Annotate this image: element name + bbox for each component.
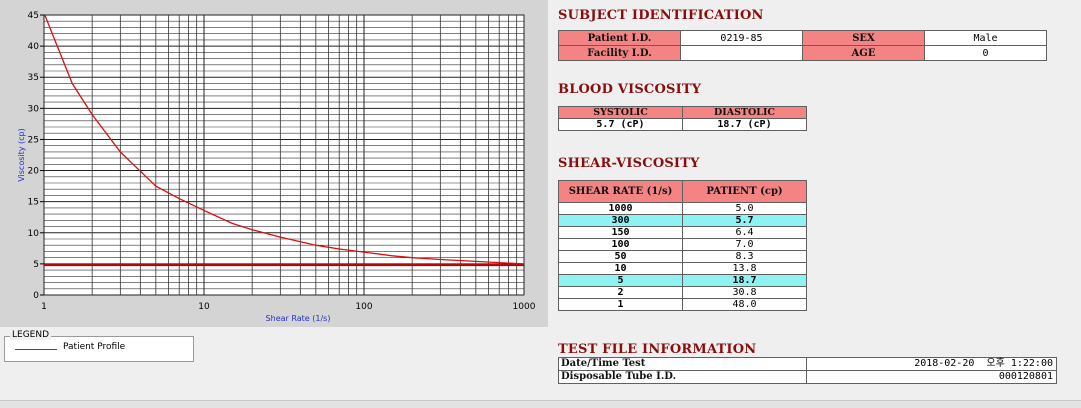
tube-id-label: Disposable Tube I.D. bbox=[558, 370, 807, 384]
systolic-label: SYSTOLIC bbox=[558, 106, 683, 119]
patient-viscosity-cell: 7.0 bbox=[682, 238, 807, 251]
blood-header-row: SYSTOLIC DIASTOLIC bbox=[558, 106, 807, 119]
patient-viscosity-cell: 18.7 bbox=[682, 274, 807, 287]
y-axis-title: Viscosity (cp) bbox=[17, 128, 26, 182]
patient-column-header: PATIENT (cp) bbox=[682, 180, 807, 203]
x-tick-label: 1 bbox=[41, 302, 47, 312]
blood-viscosity-title: BLOOD VISCOSITY bbox=[558, 82, 702, 97]
test-file-information-title: TEST FILE INFORMATION bbox=[558, 342, 757, 357]
viscosity-chart: 0 5 10 15 20 25 30 35 40 45 1 10 100 1000 Shear Rate … bbox=[0, 0, 548, 327]
patient-id-label: Patient I.D. bbox=[558, 30, 681, 46]
patient-viscosity-cell: 6.4 bbox=[682, 226, 807, 239]
shear-row: 1000 5.0 bbox=[558, 202, 807, 215]
y-tick-label: 45 bbox=[28, 11, 39, 21]
test-file-table: Date/Time Test 2018-02-20 오후 1:22:00 Dis… bbox=[558, 357, 1057, 384]
y-tick-label: 40 bbox=[28, 42, 40, 52]
sex-label: SEX bbox=[802, 30, 925, 46]
shear-rate-cell: 10 bbox=[558, 262, 683, 275]
legend-box: LEGEND Patient Profile bbox=[4, 330, 194, 362]
shear-row: 2 30.8 bbox=[558, 286, 807, 299]
blood-value-row: 5.7 (cP) 18.7 (cP) bbox=[558, 118, 807, 131]
shear-row: 5 18.7 bbox=[558, 274, 807, 287]
x-tick-label: 10 bbox=[198, 302, 210, 312]
shear-row: 50 8.3 bbox=[558, 250, 807, 263]
y-tick-label: 25 bbox=[28, 135, 39, 145]
y-tick-label: 5 bbox=[33, 260, 39, 270]
shear-header-row: SHEAR RATE (1/s) PATIENT (cp) bbox=[558, 180, 807, 203]
patient-viscosity-cell: 8.3 bbox=[682, 250, 807, 263]
facility-id-value bbox=[680, 45, 803, 61]
patient-viscosity-cell: 5.0 bbox=[682, 202, 807, 215]
shear-row: 100 7.0 bbox=[558, 238, 807, 251]
shear-row: 10 13.8 bbox=[558, 262, 807, 275]
legend-label-patient-profile: Patient Profile bbox=[63, 342, 126, 352]
shear-rate-cell: 300 bbox=[558, 214, 683, 227]
patient-id-value: 0219-85 bbox=[680, 30, 803, 46]
viscosity-chart-svg: 0 5 10 15 20 25 30 35 40 45 1 10 100 1000 Shear Rate … bbox=[17, 11, 536, 323]
shear-viscosity-table: SHEAR RATE (1/s) PATIENT (cp) 1000 5.0 300… bbox=[558, 180, 807, 311]
subject-identification-title: SUBJECT IDENTIFICATION bbox=[558, 8, 764, 23]
y-tick-label: 30 bbox=[28, 104, 40, 114]
y-tick-label: 0 bbox=[33, 291, 39, 301]
datetime-row: Date/Time Test 2018-02-20 오후 1:22:00 bbox=[558, 357, 1057, 371]
patient-viscosity-cell: 13.8 bbox=[682, 262, 807, 275]
age-value: 0 bbox=[924, 45, 1047, 61]
datetime-label: Date/Time Test bbox=[558, 357, 807, 371]
series-layer bbox=[44, 15, 524, 267]
tick-labels: 0 5 10 15 20 25 30 35 40 45 1 10 100 1000 bbox=[28, 11, 536, 312]
shear-rate-cell: 150 bbox=[558, 226, 683, 239]
patient-viscosity-cell: 48.0 bbox=[682, 298, 807, 311]
y-tick-label: 15 bbox=[28, 198, 39, 208]
tube-row: Disposable Tube I.D. 000120801 bbox=[558, 370, 1057, 384]
tube-id-value: 000120801 bbox=[806, 370, 1057, 384]
subject-row-1: Patient I.D. 0219-85 SEX Male bbox=[558, 30, 1047, 46]
grid-lines bbox=[43, 14, 525, 296]
shear-row: 1 48.0 bbox=[558, 298, 807, 311]
shear-row: 300 5.7 bbox=[558, 214, 807, 227]
shear-row: 150 6.4 bbox=[558, 226, 807, 239]
legend-title: LEGEND bbox=[10, 330, 52, 340]
shear-rate-cell: 1000 bbox=[558, 202, 683, 215]
age-label: AGE bbox=[802, 45, 925, 61]
legend-swatch-patient-profile bbox=[15, 349, 57, 350]
x-axis-title: Shear Rate (1/s) bbox=[266, 314, 331, 323]
blood-viscosity-table: SYSTOLIC DIASTOLIC 5.7 (cP) 18.7 (cP) bbox=[558, 106, 807, 131]
shear-rate-cell: 1 bbox=[558, 298, 683, 311]
patient-viscosity-cell: 5.7 bbox=[682, 214, 807, 227]
diastolic-label: DIASTOLIC bbox=[682, 106, 807, 119]
y-tick-label: 20 bbox=[28, 167, 40, 177]
shear-rate-cell: 2 bbox=[558, 286, 683, 299]
diastolic-value: 18.7 (cP) bbox=[682, 118, 807, 131]
systolic-value: 5.7 (cP) bbox=[558, 118, 683, 131]
shear-rate-cell: 5 bbox=[558, 274, 683, 287]
y-tick-label: 10 bbox=[28, 229, 40, 239]
plot-area bbox=[43, 14, 525, 296]
x-tick-label: 1000 bbox=[513, 302, 536, 312]
shear-rate-cell: 50 bbox=[558, 250, 683, 263]
y-tick-label: 35 bbox=[28, 73, 39, 83]
patient-profile-curve bbox=[44, 15, 524, 265]
patient-viscosity-cell: 30.8 bbox=[682, 286, 807, 299]
facility-id-label: Facility I.D. bbox=[558, 45, 681, 61]
shear-rate-cell: 100 bbox=[558, 238, 683, 251]
subject-table: Patient I.D. 0219-85 SEX Male Facility I… bbox=[558, 30, 1047, 61]
shear-viscosity-title: SHEAR-VISCOSITY bbox=[558, 156, 700, 171]
subject-row-2: Facility I.D. AGE 0 bbox=[558, 45, 1047, 61]
datetime-value: 2018-02-20 오후 1:22:00 bbox=[806, 357, 1057, 371]
x-tick-label: 100 bbox=[355, 302, 372, 312]
sex-value: Male bbox=[924, 30, 1047, 46]
shear-rate-column-header: SHEAR RATE (1/s) bbox=[558, 180, 683, 203]
status-bar bbox=[0, 400, 1081, 408]
